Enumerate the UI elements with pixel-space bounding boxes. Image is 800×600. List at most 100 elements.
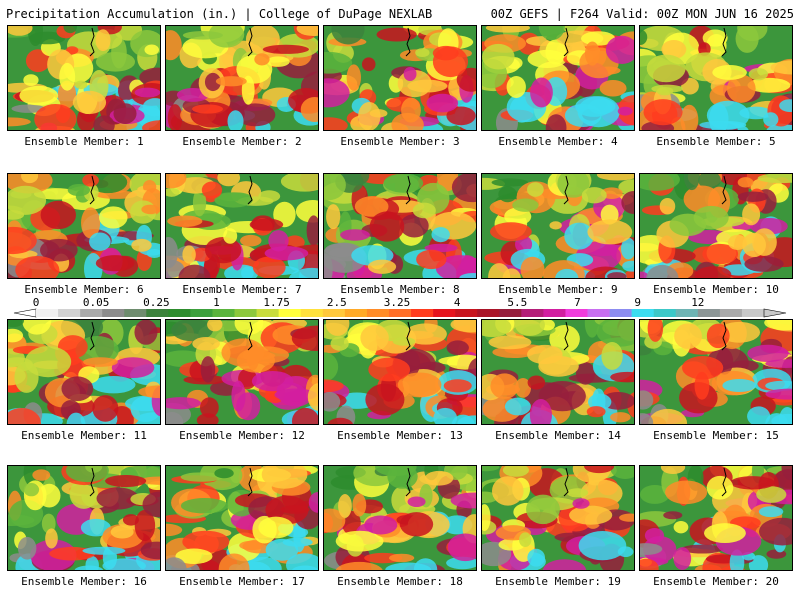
precip-blob — [82, 174, 99, 187]
precip-blob — [527, 344, 563, 365]
lake-michigan-outline — [563, 27, 569, 57]
precip-blob — [300, 97, 318, 122]
lake-michigan-outline — [721, 175, 727, 205]
colorbar-swatch — [499, 309, 522, 317]
precip-blob — [254, 53, 270, 66]
precip-blob — [98, 206, 128, 229]
precip-field — [166, 174, 318, 278]
precip-blob — [566, 488, 589, 498]
colorbar-swatch — [190, 309, 213, 317]
precip-blob — [413, 558, 438, 570]
precip-field — [324, 466, 476, 570]
precip-blob — [584, 466, 615, 474]
lake-michigan-outline — [247, 467, 253, 497]
colorbar-max-arrow — [763, 308, 787, 318]
precip-blob — [217, 174, 241, 187]
precip-blob — [32, 469, 51, 481]
precip-blob — [340, 229, 370, 241]
precip-blob — [352, 493, 367, 517]
precip-blob — [23, 483, 40, 497]
precip-blob — [113, 103, 137, 124]
precip-blob — [722, 378, 757, 393]
precip-blob — [111, 357, 155, 379]
precip-blob — [765, 413, 788, 424]
precip-blob — [204, 72, 221, 92]
colorbar-swatch — [653, 309, 677, 317]
colorbar-swatch — [719, 309, 743, 317]
precip-blob — [21, 174, 39, 184]
precip-blob — [742, 203, 761, 226]
precip-blob — [763, 112, 779, 127]
precip-blob — [95, 52, 136, 72]
precip-blob — [166, 236, 179, 269]
precip-blob — [695, 266, 732, 278]
member-map-14 — [481, 319, 635, 425]
precip-blob — [673, 520, 689, 534]
precip-blob — [235, 103, 276, 127]
precip-blob — [617, 106, 633, 116]
member-label: Ensemble Member: 3 — [340, 135, 460, 148]
precip-blob — [364, 515, 398, 535]
precip-blob — [621, 237, 634, 260]
precip-blob — [231, 380, 246, 412]
precip-blob — [651, 84, 684, 93]
lake-michigan-outline — [405, 321, 411, 351]
colorbar-swatch — [212, 309, 235, 317]
precip-blob — [367, 259, 397, 274]
precip-field — [482, 174, 634, 278]
precip-blob — [105, 475, 147, 488]
precip-blob — [142, 98, 160, 117]
precip-blob — [610, 412, 631, 423]
precip-blob — [506, 75, 526, 98]
precip-field — [640, 320, 792, 424]
precip-blob — [144, 44, 160, 56]
precip-blob — [512, 198, 539, 212]
precip-blob — [66, 46, 79, 55]
precip-blob — [261, 466, 308, 489]
precip-blob — [646, 54, 686, 83]
precip-blob — [610, 466, 634, 479]
precip-blob — [490, 373, 519, 399]
precip-field — [640, 174, 792, 278]
precip-blob — [644, 527, 665, 543]
precip-blob — [737, 191, 769, 202]
colorbar-tick-label: 9 — [634, 296, 641, 309]
precip-blob — [258, 190, 281, 203]
precip-blob — [530, 77, 553, 108]
precip-blob — [200, 397, 219, 418]
precip-blob — [730, 476, 775, 490]
precip-blob — [95, 29, 111, 52]
precip-blob — [459, 273, 476, 278]
precip-blob — [180, 472, 223, 482]
precip-blob — [527, 375, 546, 390]
precip-blob — [498, 186, 517, 203]
precip-blob — [8, 408, 42, 424]
precip-blob — [416, 249, 447, 270]
member-label: Ensemble Member: 8 — [340, 283, 460, 296]
colorbar-swatch — [36, 309, 59, 317]
precip-blob — [447, 533, 476, 562]
member-label: Ensemble Member: 18 — [337, 575, 463, 588]
precip-field — [640, 466, 792, 570]
precip-blob — [564, 103, 602, 128]
colorbar-scale — [13, 308, 787, 318]
precip-blob — [40, 238, 78, 262]
precip-blob — [426, 93, 459, 113]
precip-blob — [80, 518, 111, 537]
precip-blob — [324, 78, 350, 108]
precip-blob — [663, 511, 683, 520]
precip-field — [8, 466, 160, 570]
precip-blob — [142, 120, 160, 130]
precip-blob — [59, 62, 76, 91]
precip-blob — [74, 80, 88, 90]
precip-blob — [682, 356, 724, 380]
colorbar-swatch — [256, 309, 279, 317]
precip-blob — [431, 227, 450, 243]
colorbar-swatch — [278, 309, 302, 317]
precip-blob — [369, 211, 405, 242]
precip-blob — [110, 525, 134, 539]
precip-blob — [520, 256, 545, 278]
precip-blob — [140, 541, 160, 560]
member-label: Ensemble Member: 5 — [656, 135, 776, 148]
precip-blob — [324, 117, 348, 130]
